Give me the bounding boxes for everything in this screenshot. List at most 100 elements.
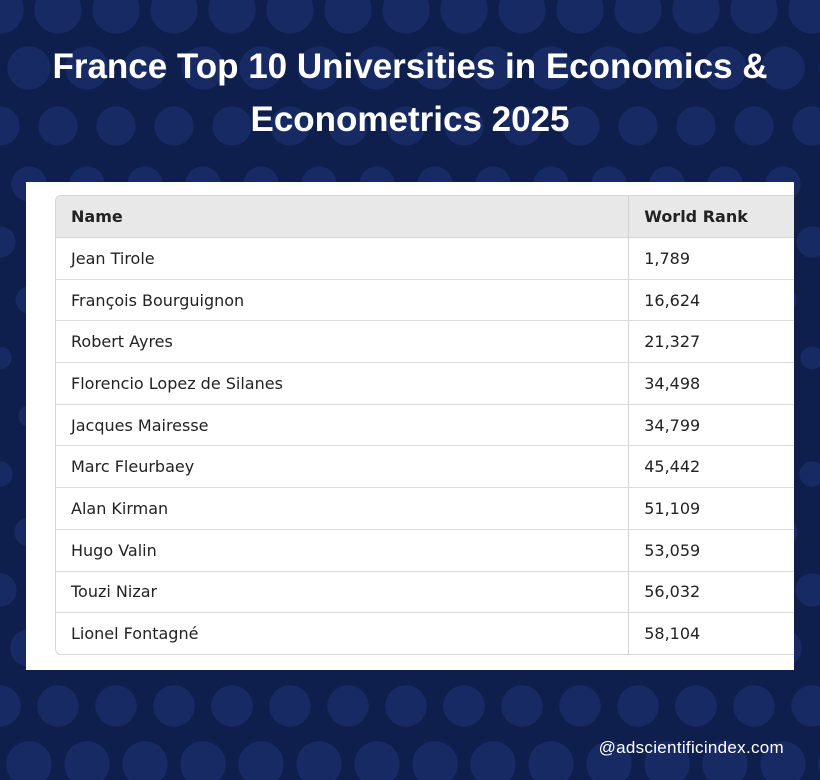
background-dot	[675, 685, 717, 727]
background-dot	[413, 46, 457, 90]
cell-world-rank: 56,032	[628, 571, 794, 614]
background-dot	[123, 46, 167, 90]
background-dot	[734, 106, 774, 146]
table-row: Jacques Mairesse 34,799	[56, 404, 794, 447]
background-dot	[733, 685, 775, 727]
cell-name: François Bourguignon	[56, 279, 630, 322]
background-dot	[269, 685, 311, 727]
background-dot	[65, 46, 109, 90]
table-row: Jean Tirole 1,789	[56, 237, 794, 280]
table-row: Alan Kirman 51,109	[56, 487, 794, 530]
cell-world-rank: 34,799	[628, 404, 794, 447]
background-dot	[502, 106, 542, 146]
background-dot	[501, 685, 543, 727]
background-dot	[672, 0, 720, 34]
background-dot	[211, 685, 253, 727]
background-dot	[498, 0, 546, 34]
cell-name: Robert Ayres	[56, 320, 630, 364]
background-dot	[382, 0, 430, 34]
background-dot	[586, 741, 632, 780]
background-dot	[587, 46, 631, 90]
cell-world-rank: 53,059	[628, 529, 794, 572]
background-dot	[92, 0, 140, 34]
background-dot	[37, 685, 79, 727]
background-dot	[730, 0, 778, 34]
background-dot	[0, 346, 12, 370]
background-dot	[354, 741, 400, 780]
cell-name: Florencio Lopez de Silanes	[56, 362, 630, 405]
background-dot	[444, 106, 484, 146]
background-dot	[266, 0, 314, 34]
background-dot	[238, 741, 284, 780]
cell-world-rank: 45,442	[628, 445, 794, 489]
cell-world-rank: 34,498	[628, 362, 794, 405]
cell-world-rank: 1,789	[628, 237, 794, 280]
background-dot	[795, 573, 820, 607]
background-dot	[792, 106, 820, 146]
background-dot	[154, 106, 194, 146]
page-title: France Top 10 Universities in Economics …	[0, 40, 820, 146]
background-dot	[297, 46, 341, 90]
cell-world-rank: 51,109	[628, 487, 794, 530]
background-dot	[95, 685, 137, 727]
background-dot	[676, 106, 716, 146]
background-dot	[0, 461, 13, 487]
background-dot	[0, 226, 16, 258]
background-dot	[760, 741, 806, 780]
table-row: Marc Fleurbaey 45,442	[56, 445, 794, 489]
background-dot	[386, 106, 426, 146]
background-dot	[0, 573, 17, 607]
background-dot	[440, 0, 488, 34]
background-dot	[788, 0, 820, 34]
cell-name: Hugo Valin	[56, 529, 630, 572]
background-dot	[38, 106, 78, 146]
background-dot	[618, 106, 658, 146]
cell-name: Jacques Mairesse	[56, 404, 630, 447]
column-header-world-rank: World Rank	[628, 196, 794, 238]
background-dot	[529, 46, 573, 90]
background-dot	[6, 741, 52, 780]
cell-name: Marc Fleurbaey	[56, 445, 630, 489]
cell-name: Touzi Nizar	[56, 571, 630, 614]
background-dot	[799, 461, 820, 487]
background-dot	[0, 0, 24, 34]
background-dot	[96, 106, 136, 146]
background-dot	[327, 685, 369, 727]
column-header-name: Name	[56, 196, 630, 238]
background-dot	[239, 46, 283, 90]
background-dot	[34, 0, 82, 34]
table-row: Hugo Valin 53,059	[56, 529, 794, 572]
title-line-1: France Top 10 Universities in Economics …	[52, 47, 768, 86]
background-dot	[800, 346, 820, 370]
background-dot	[644, 741, 690, 780]
background-dot	[412, 741, 458, 780]
background-dot	[796, 226, 820, 258]
background-dot	[355, 46, 399, 90]
cell-world-rank: 16,624	[628, 279, 794, 322]
background-dot	[180, 741, 226, 780]
background-dot	[791, 685, 820, 727]
background-dot	[122, 741, 168, 780]
background-dot	[702, 741, 748, 780]
cell-name: Jean Tirole	[56, 237, 630, 280]
cell-world-rank: 21,327	[628, 320, 794, 364]
title-line-2: Econometrics 2025	[250, 100, 570, 139]
background-dot	[385, 685, 427, 727]
background-dot	[296, 741, 342, 780]
table-row: François Bourguignon 16,624	[56, 279, 794, 322]
background-dot	[645, 46, 689, 90]
cell-name: Alan Kirman	[56, 487, 630, 530]
background-dot	[0, 106, 20, 146]
background-dot	[443, 685, 485, 727]
background-dot	[212, 106, 252, 146]
cell-world-rank: 58,104	[644, 624, 701, 644]
background-dot	[470, 741, 516, 780]
table-row: Robert Ayres 21,327	[56, 320, 794, 364]
background-dot	[153, 685, 195, 727]
background-dot	[270, 106, 310, 146]
ranking-table: Name World Rank Jean Tirole 1,789 Franço…	[56, 196, 794, 654]
background-dot	[614, 0, 662, 34]
background-dot	[617, 685, 659, 727]
background-dot	[761, 46, 805, 90]
table-row: Touzi Nizar 56,032	[56, 571, 794, 614]
